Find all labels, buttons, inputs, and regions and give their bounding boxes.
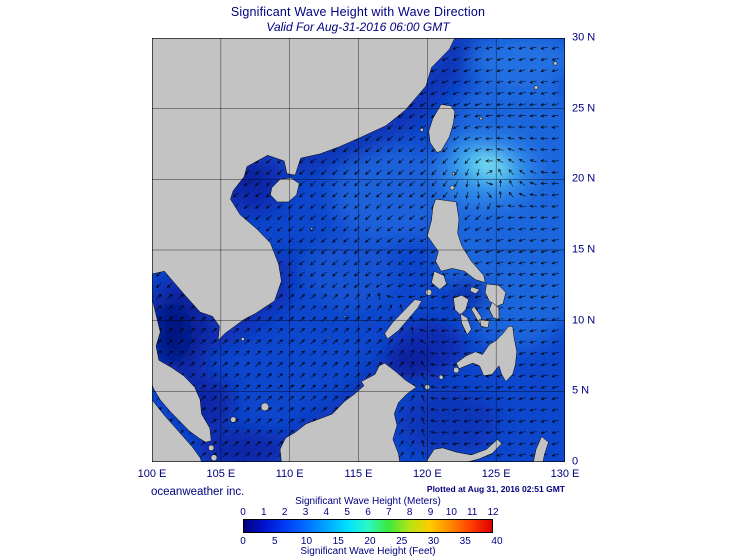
feet-tick-label: 40 xyxy=(491,536,503,547)
lon-tick-label: 105 E xyxy=(206,468,236,480)
meters-tick-label: 3 xyxy=(302,507,309,518)
meters-tick-label: 5 xyxy=(344,507,350,518)
land-bohol xyxy=(479,319,490,328)
lat-tick-label: 5 N xyxy=(572,384,590,397)
wave-patch-gulf-of-thailand-core xyxy=(156,300,192,364)
feet-tick-label: 25 xyxy=(396,536,408,547)
page-title: Significant Wave Height with Wave Direct… xyxy=(230,5,486,19)
island-spratly-2 xyxy=(328,336,331,339)
land-mindoro xyxy=(431,270,447,290)
wave-patch-east-china-sea xyxy=(468,38,565,88)
feet-tick-label: 5 xyxy=(271,536,278,547)
plotted-timestamp: Plotted at Aug 31, 2016 02:51 GMT xyxy=(426,484,565,494)
land-sulawesi xyxy=(425,439,502,462)
legend-title-meters: Significant Wave Height (Meters) xyxy=(295,496,441,507)
meters-tick-label: 6 xyxy=(365,507,371,518)
land-taiwan xyxy=(428,104,456,153)
lon-tick-label: 110 E xyxy=(275,468,304,480)
land-sumatra xyxy=(152,399,202,462)
land-negros xyxy=(460,313,472,336)
island-bintan xyxy=(208,444,215,451)
oceanweather-branding: oceanweather inc. xyxy=(151,486,245,498)
wave-patch-java-sea xyxy=(197,429,286,462)
land-palawan xyxy=(384,299,423,340)
feet-tick-label: 30 xyxy=(427,536,440,547)
graticule xyxy=(152,38,565,462)
island-natuna xyxy=(260,402,269,412)
meters-tick-label: 2 xyxy=(281,507,288,518)
wave-patch-north-scs xyxy=(330,144,455,243)
island-spratly-3 xyxy=(368,323,371,327)
island-babuyan xyxy=(449,185,455,191)
feet-tick-label: 20 xyxy=(364,536,376,547)
meters-tick-label: 7 xyxy=(386,507,392,518)
land-halmahera xyxy=(533,436,549,462)
island-lingga xyxy=(210,454,218,462)
land-mindanao xyxy=(456,326,518,382)
land-panay xyxy=(453,294,469,316)
island-basilan xyxy=(453,367,460,374)
lat-tick-label: 10 N xyxy=(572,314,596,327)
feet-tick-label: 0 xyxy=(240,536,246,547)
lon-tick-label: 120 E xyxy=(412,468,442,480)
meters-tick-label: 9 xyxy=(427,507,434,518)
land-cebu xyxy=(471,306,483,328)
wave-patch-china-coast-band xyxy=(284,38,474,175)
meters-tick-label: 10 xyxy=(445,507,457,518)
meters-tick-label: 4 xyxy=(323,507,330,518)
valid-time-subtitle: Valid For Aug-31-2016 06:00 GMT xyxy=(266,20,450,34)
island-calamian xyxy=(425,289,432,296)
lat-tick-label: 15 N xyxy=(572,243,596,256)
lat-tick-label: 30 N xyxy=(572,31,596,44)
feet-tick-label: 15 xyxy=(332,536,344,547)
island-con-son xyxy=(240,337,245,341)
lon-tick-label: 125 E xyxy=(481,468,511,480)
island-penghu xyxy=(419,127,424,132)
wave-patch-celebes-sea xyxy=(398,388,498,457)
wave-patch-sulu-sea-dark xyxy=(387,348,432,381)
land-hainan xyxy=(270,177,300,203)
lon-tick-label: 115 E xyxy=(344,468,373,480)
meters-tick-label: 12 xyxy=(487,507,499,518)
island-batan xyxy=(451,172,456,176)
meters-tick-label: 8 xyxy=(406,507,413,518)
wave-patch-scs-mid-light xyxy=(307,234,396,308)
island-spratly-1 xyxy=(343,315,346,318)
land-mainland-asia xyxy=(152,38,456,341)
lat-tick-label: 20 N xyxy=(572,172,596,185)
island-jolo xyxy=(438,374,444,380)
land-masbate xyxy=(469,286,480,295)
land-samar xyxy=(484,283,507,307)
land-borneo xyxy=(279,362,417,462)
island-yaeyama xyxy=(479,116,483,121)
feet-tick-label: 10 xyxy=(300,536,313,547)
land-masses xyxy=(152,38,558,462)
wave-height-map xyxy=(152,38,565,462)
land-malay-peninsula xyxy=(152,297,212,443)
meters-tick-label: 0 xyxy=(240,507,246,518)
wave-patch-visayan-seas xyxy=(446,278,491,313)
meters-tick-label: 11 xyxy=(466,507,478,518)
lon-tick-label: 130 E xyxy=(550,468,580,480)
meters-tick-label: 1 xyxy=(261,507,267,518)
lat-tick-label: 25 N xyxy=(572,102,596,115)
island-anambas xyxy=(230,416,237,423)
feet-tick-label: 35 xyxy=(459,536,471,547)
island-paracel xyxy=(310,227,314,231)
lon-tick-label: 100 E xyxy=(137,468,167,480)
legend-title-feet: Significant Wave Height (Feet) xyxy=(300,546,436,557)
island-okinawa xyxy=(533,85,539,90)
lat-tick-label: 0 xyxy=(572,455,579,468)
island-amami xyxy=(553,61,558,66)
wave-height-colorbar xyxy=(243,519,493,533)
